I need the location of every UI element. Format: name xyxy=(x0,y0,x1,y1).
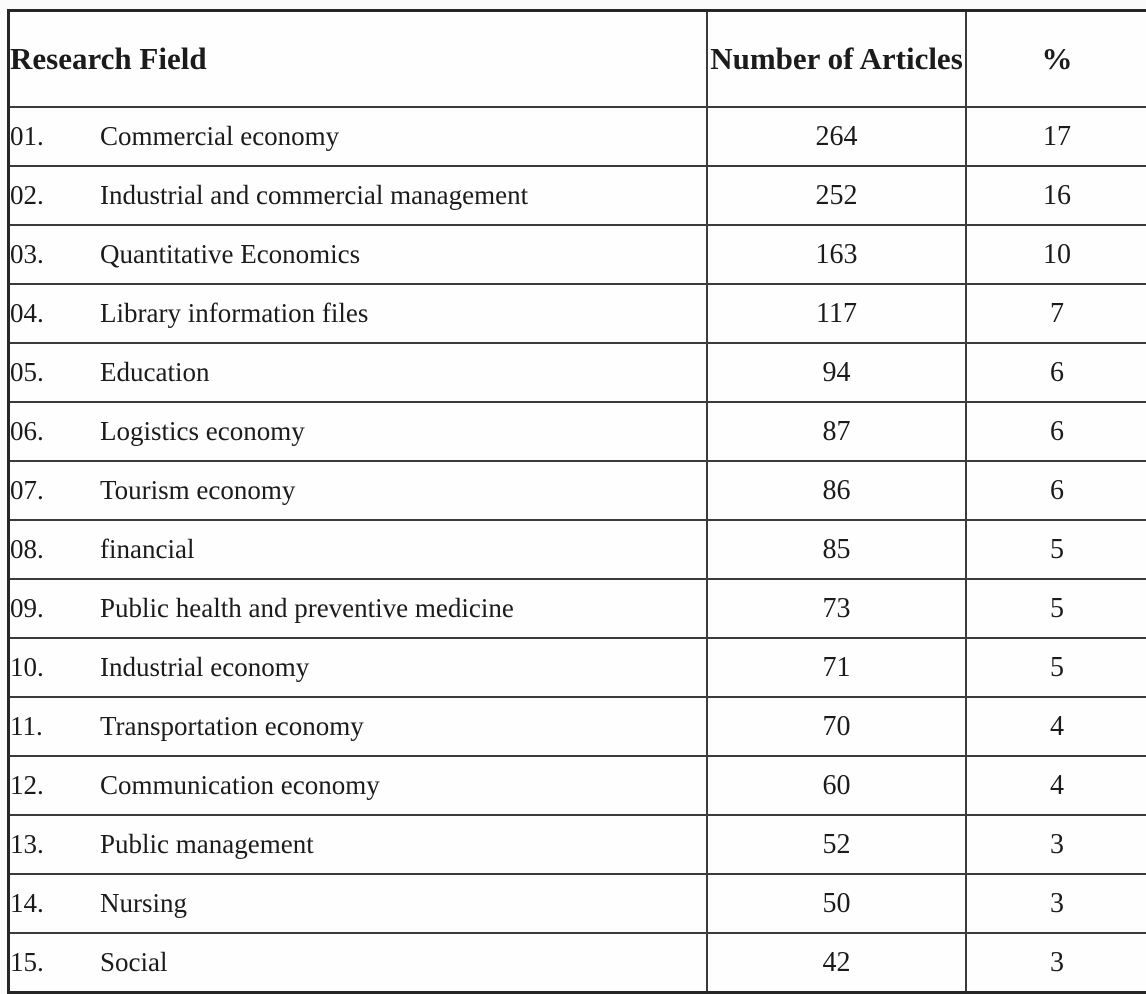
research-field-label: Tourism economy xyxy=(100,475,295,505)
research-field-label: Industrial economy xyxy=(100,652,309,682)
articles-count-cell: 163 xyxy=(707,225,966,284)
articles-count-cell: 85 xyxy=(707,520,966,579)
articles-count-cell: 50 xyxy=(707,874,966,933)
research-field-cell: 03.Quantitative Economics xyxy=(9,225,708,284)
research-field-cell: 02.Industrial and commercial management xyxy=(9,166,708,225)
research-field-cell: 09.Public health and preventive medicine xyxy=(9,579,708,638)
row-number: 04. xyxy=(10,298,100,329)
articles-count-cell: 117 xyxy=(707,284,966,343)
percent-cell: 5 xyxy=(966,638,1146,697)
research-field-cell: 11.Transportation economy xyxy=(9,697,708,756)
research-field-cell: 05.Education xyxy=(9,343,708,402)
articles-count-cell: 252 xyxy=(707,166,966,225)
research-field-cell: 14.Nursing xyxy=(9,874,708,933)
table-row: 02.Industrial and commercial management … xyxy=(9,166,1146,225)
articles-count-cell: 70 xyxy=(707,697,966,756)
research-field-label: Communication economy xyxy=(100,770,380,800)
research-field-label: Public health and preventive medicine xyxy=(100,593,514,623)
percent-cell: 4 xyxy=(966,697,1146,756)
row-number: 01. xyxy=(10,121,100,152)
articles-count-cell: 60 xyxy=(707,756,966,815)
table-row: 10.Industrial economy 71 5 xyxy=(9,638,1146,697)
articles-count-cell: 71 xyxy=(707,638,966,697)
header-number-of-articles: Number of Articles xyxy=(707,11,966,108)
percent-cell: 6 xyxy=(966,461,1146,520)
table-row: 07.Tourism economy 86 6 xyxy=(9,461,1146,520)
table-row: 04.Library information files 117 7 xyxy=(9,284,1146,343)
research-field-label: Nursing xyxy=(100,888,187,918)
research-field-cell: 13.Public management xyxy=(9,815,708,874)
percent-cell: 6 xyxy=(966,343,1146,402)
research-field-label: Logistics economy xyxy=(100,416,305,446)
row-number: 12. xyxy=(10,770,100,801)
header-percent: % xyxy=(966,11,1146,108)
percent-cell: 3 xyxy=(966,874,1146,933)
percent-cell: 7 xyxy=(966,284,1146,343)
percent-cell: 3 xyxy=(966,815,1146,874)
percent-cell: 17 xyxy=(966,107,1146,166)
table-row: 03.Quantitative Economics 163 10 xyxy=(9,225,1146,284)
research-field-label: Social xyxy=(100,947,168,977)
percent-cell: 4 xyxy=(966,756,1146,815)
research-field-label: financial xyxy=(100,534,194,564)
articles-count-cell: 52 xyxy=(707,815,966,874)
row-number: 14. xyxy=(10,888,100,919)
table-row: 05.Education 94 6 xyxy=(9,343,1146,402)
research-field-cell: 01.Commercial economy xyxy=(9,107,708,166)
percent-cell: 6 xyxy=(966,402,1146,461)
research-field-cell: 04.Library information files xyxy=(9,284,708,343)
row-number: 10. xyxy=(10,652,100,683)
row-number: 09. xyxy=(10,593,100,624)
row-number: 05. xyxy=(10,357,100,388)
table-row: 01.Commercial economy 264 17 xyxy=(9,107,1146,166)
articles-count-cell: 73 xyxy=(707,579,966,638)
table-row: 08.financial 85 5 xyxy=(9,520,1146,579)
table-row: 12.Communication economy 60 4 xyxy=(9,756,1146,815)
percent-cell: 16 xyxy=(966,166,1146,225)
research-field-label: Industrial and commercial management xyxy=(100,180,528,210)
articles-count-cell: 87 xyxy=(707,402,966,461)
research-field-cell: 10.Industrial economy xyxy=(9,638,708,697)
research-field-cell: 06.Logistics economy xyxy=(9,402,708,461)
table-header: Research Field Number of Articles % xyxy=(9,11,1146,108)
research-field-cell: 12.Communication economy xyxy=(9,756,708,815)
research-field-label: Education xyxy=(100,357,209,387)
research-field-label: Commercial economy xyxy=(100,121,339,151)
header-research-field: Research Field xyxy=(9,11,708,108)
table-body: 01.Commercial economy 264 17 02.Industri… xyxy=(9,107,1146,993)
row-number: 08. xyxy=(10,534,100,565)
row-number: 03. xyxy=(10,239,100,270)
table-row: 06.Logistics economy 87 6 xyxy=(9,402,1146,461)
percent-cell: 5 xyxy=(966,579,1146,638)
row-number: 13. xyxy=(10,829,100,860)
table-row: 09.Public health and preventive medicine… xyxy=(9,579,1146,638)
research-fields-table: Research Field Number of Articles % 01.C… xyxy=(7,9,1146,994)
articles-count-cell: 264 xyxy=(707,107,966,166)
research-field-label: Transportation economy xyxy=(100,711,364,741)
research-field-cell: 08.financial xyxy=(9,520,708,579)
research-fields-table-container: Research Field Number of Articles % 01.C… xyxy=(7,9,1146,994)
percent-cell: 10 xyxy=(966,225,1146,284)
header-row: Research Field Number of Articles % xyxy=(9,11,1146,108)
table-row: 13.Public management 52 3 xyxy=(9,815,1146,874)
research-field-label: Quantitative Economics xyxy=(100,239,360,269)
row-number: 06. xyxy=(10,416,100,447)
row-number: 11. xyxy=(10,711,100,742)
research-field-label: Library information files xyxy=(100,298,368,328)
research-field-cell: 07.Tourism economy xyxy=(9,461,708,520)
table-row: 14.Nursing 50 3 xyxy=(9,874,1146,933)
table-row: 11.Transportation economy 70 4 xyxy=(9,697,1146,756)
row-number: 07. xyxy=(10,475,100,506)
research-field-label: Public management xyxy=(100,829,314,859)
row-number: 02. xyxy=(10,180,100,211)
articles-count-cell: 86 xyxy=(707,461,966,520)
articles-count-cell: 94 xyxy=(707,343,966,402)
percent-cell: 5 xyxy=(966,520,1146,579)
